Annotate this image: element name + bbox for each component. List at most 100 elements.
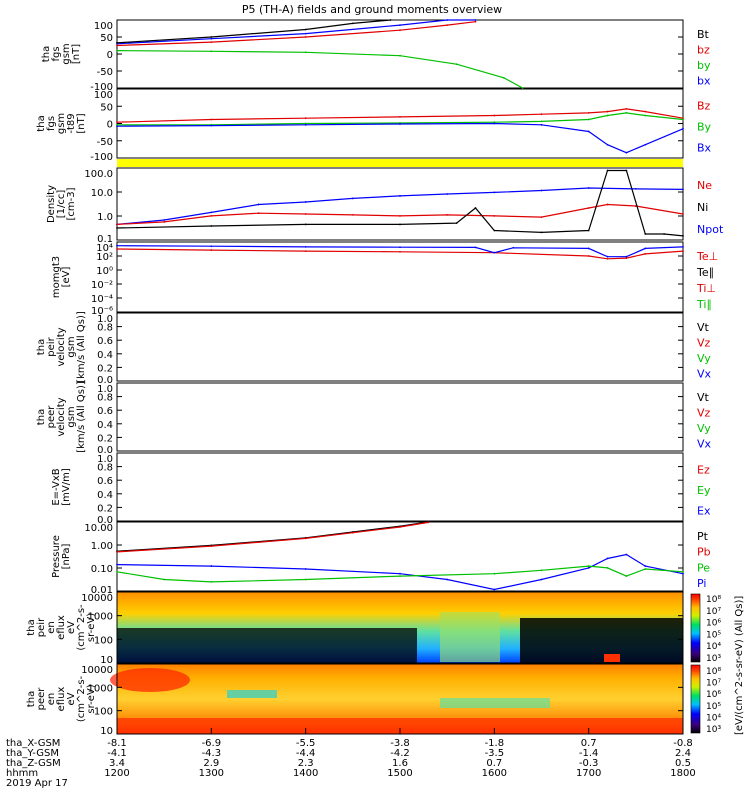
series-point-Npot xyxy=(540,189,543,192)
y-axis-label: [1/cc] xyxy=(56,190,67,219)
colorbar-tick: 10⁶ xyxy=(706,619,721,629)
series-point-Npot xyxy=(493,191,496,194)
series-point-by xyxy=(304,51,307,54)
series-point-Bx xyxy=(682,127,684,130)
y-tick-label: 1.0 xyxy=(97,212,113,223)
peer-cyan-streak xyxy=(227,690,277,698)
peer-red-patch xyxy=(110,668,190,692)
series-point-Bz xyxy=(625,108,628,110)
legend-Vz: Vz xyxy=(697,336,711,349)
y-axis-label: sr-eV) xyxy=(86,613,97,642)
y-axis-label: [eV] xyxy=(61,267,72,288)
series-point-bx xyxy=(474,19,477,21)
colorbar-tick: 10⁸ xyxy=(706,667,721,677)
series-point-Bx xyxy=(587,130,590,133)
y-tick-label: 50 xyxy=(100,102,113,113)
series-line-Te⊥ xyxy=(116,248,684,260)
y-tick-label: 0.6 xyxy=(97,406,113,417)
panel-frame xyxy=(116,382,684,452)
series-point-Npot xyxy=(446,193,449,195)
series-point-By xyxy=(304,122,307,125)
y-tick-label: 10.00 xyxy=(84,523,113,534)
series-point-Ni xyxy=(399,223,401,226)
series-point-Te⊥ xyxy=(399,250,401,253)
series-point-Npot xyxy=(351,197,354,200)
x-tick-zgsm: 0.5 xyxy=(675,758,691,769)
series-point-Pe xyxy=(606,567,609,569)
date-label: 2019 Apr 17 xyxy=(6,778,68,789)
y-tick-label: -100 xyxy=(90,82,113,93)
x-tick-zgsm: 2.3 xyxy=(298,758,314,769)
series-point-Bx xyxy=(210,124,213,127)
series-point-Ti⊥ xyxy=(493,251,496,254)
x-tick-hhmm: 1200 xyxy=(104,768,129,779)
y-tick-label: -50 xyxy=(97,137,113,148)
peer-colorbar xyxy=(690,664,701,734)
y-tick-label: 0.4 xyxy=(97,490,113,501)
y-axis-label: peir xyxy=(36,617,47,637)
series-point-Ne xyxy=(163,221,166,223)
series-point-Pi xyxy=(540,578,543,581)
peir-colorbar xyxy=(690,593,701,663)
y-axis-label: en xyxy=(46,621,57,634)
series-point-Pi xyxy=(116,563,118,566)
legend-Vt: Vt xyxy=(697,321,710,334)
x-tick-ygsm: -4.3 xyxy=(202,748,222,759)
series-line-Bx xyxy=(116,122,684,154)
series-point-Ti⊥ xyxy=(625,255,628,258)
series-point-Ne xyxy=(606,203,609,206)
peer-bottom-red xyxy=(117,718,683,734)
x-tick-hhmm: 1700 xyxy=(576,768,601,779)
series-point-bx xyxy=(304,32,307,35)
y-tick-label: 1.0 xyxy=(97,314,113,325)
peir-red-spot xyxy=(604,654,620,662)
series-point-Pe xyxy=(644,568,647,570)
series-point-Ni xyxy=(625,169,628,172)
x-tick-ygsm: -4.1 xyxy=(107,748,127,759)
series-line-Ne xyxy=(116,203,684,225)
series-point-Te⊥ xyxy=(304,250,307,253)
y-axis-label: gsm xyxy=(56,113,67,134)
colorbar-tick: 10⁵ xyxy=(706,702,721,712)
series-point-Ti⊥ xyxy=(644,247,647,250)
peir-low-energy-dark xyxy=(117,628,417,663)
y-axis-label: tha xyxy=(26,619,37,635)
colorbar-label: [eV/(cm^2-s-sr-eV) (All Qs)] xyxy=(734,596,745,735)
x-tick-ygsm: -3.5 xyxy=(485,748,505,759)
series-point-Bt xyxy=(304,28,307,31)
series-point-bz xyxy=(474,20,477,23)
series-point-Ti⊥ xyxy=(304,245,307,248)
series-point-Npot xyxy=(634,188,637,190)
legend-Pe: Pe xyxy=(697,561,710,574)
series-point-Bx xyxy=(304,123,307,126)
series-point-by xyxy=(116,49,118,52)
x-tick-ygsm: -1.4 xyxy=(579,748,599,759)
colorbar-tick: 10⁴ xyxy=(706,642,721,652)
y-axis-label: [nPa] xyxy=(61,543,72,569)
legend-Vy: Vy xyxy=(697,422,711,435)
y-tick-label: 10 xyxy=(100,655,113,666)
series-point-bx xyxy=(446,19,449,21)
series-line-Pi xyxy=(116,553,684,591)
y-tick-label: 10 xyxy=(100,726,113,737)
series-point-Ni xyxy=(116,227,118,229)
y-tick-label: 0.0 xyxy=(97,515,113,526)
y-tick-label: 10000 xyxy=(81,665,113,676)
series-point-Te⊥ xyxy=(116,248,118,250)
panel-frame xyxy=(116,167,684,241)
series-point-Pe xyxy=(399,575,401,577)
colorbar-tick: 10³ xyxy=(706,725,721,735)
legend-By: By xyxy=(697,121,712,134)
series-point-bz xyxy=(116,44,118,47)
legend-Ti⊥: Ti⊥ xyxy=(696,282,716,295)
y-axis-label: eV xyxy=(66,692,77,705)
series-line-Ni xyxy=(116,169,684,237)
series-point-bx xyxy=(399,24,401,26)
y-tick-label: 1.0 xyxy=(97,454,113,465)
y-tick-label: 10² xyxy=(96,252,113,263)
series-point-Bt xyxy=(389,19,392,21)
series-point-bz xyxy=(399,29,401,32)
y-tick-label: 0.8 xyxy=(97,323,113,334)
series-point-Ne xyxy=(587,207,590,209)
